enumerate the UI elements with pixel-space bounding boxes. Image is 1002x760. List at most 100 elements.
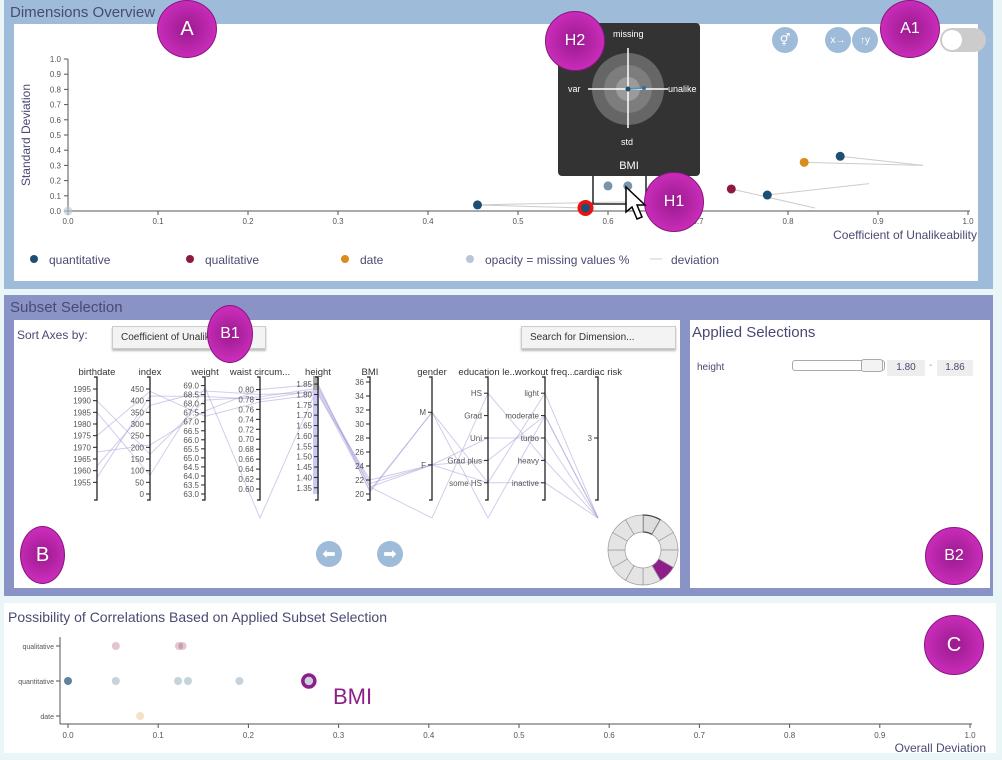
tooltip-dimension-name: BMI xyxy=(619,160,639,172)
axis-tick-label: 34 xyxy=(355,392,364,401)
axis-tick-label: 65.5 xyxy=(183,445,199,454)
x-tick-label: 0.7 xyxy=(694,731,706,740)
quantitative-point xyxy=(762,190,772,200)
axis-tick-label: 67.0 xyxy=(183,418,199,427)
data-line xyxy=(96,384,599,520)
axis-tick-label: 200 xyxy=(131,443,145,452)
axis-label-9: cardiac risk xyxy=(574,367,622,378)
axis-tick-label: 1.35 xyxy=(296,484,312,493)
axis-tick-label: 250 xyxy=(131,432,145,441)
axis-tick-label: 0.70 xyxy=(238,435,254,444)
brush-selection xyxy=(313,376,319,390)
axis-tick-label: 1.70 xyxy=(296,411,312,420)
gender-icon[interactable]: ⚥ xyxy=(772,27,798,53)
axis-tick-label: 66.0 xyxy=(183,436,199,445)
axis-tick-label: 0.76 xyxy=(238,405,254,414)
y-tick-label: 0.9 xyxy=(50,70,62,79)
axis-tick-label: 1980 xyxy=(73,420,91,429)
axis-tick-label: 1.45 xyxy=(296,463,312,472)
axis-tick-label: 1.60 xyxy=(296,432,312,441)
dimension-tooltip: missing var unalike std BMI xyxy=(558,23,700,176)
quantitative-point xyxy=(174,677,183,685)
qualitative-point xyxy=(111,642,120,650)
data-line xyxy=(96,390,599,519)
swap-y-icon[interactable]: ↑y xyxy=(852,27,878,53)
axis-tick-label: 22 xyxy=(355,476,364,485)
correlations-panel: Possibility of Correlations Based on App… xyxy=(4,603,996,753)
applied-selection-name: height xyxy=(697,362,725,373)
axis-tick-label: 1970 xyxy=(73,443,91,452)
axis-tick-label: 400 xyxy=(131,397,145,406)
search-dimension-input[interactable]: Search for Dimension... xyxy=(521,326,676,349)
x-tick-label: 0.0 xyxy=(62,217,74,226)
range-slider-handle[interactable] xyxy=(861,359,883,372)
axis-label-8: workout freq... xyxy=(514,367,575,378)
axis-label-7: education le... xyxy=(458,367,517,378)
previous-arrow-icon[interactable]: ⬅ xyxy=(316,541,342,567)
swap-x-icon[interactable]: x→ xyxy=(825,27,851,53)
panel-title: Dimensions Overview xyxy=(10,4,156,21)
x-axis-label: Coefficient of Unalikeability xyxy=(833,228,977,242)
annotation-badge-b1: B1 xyxy=(207,305,253,363)
axis-tick-label: light xyxy=(524,389,539,398)
tooltip-unalike-label: unalike xyxy=(668,84,697,94)
tooltip-std-label: std xyxy=(621,137,634,147)
x-tick-label: 0.3 xyxy=(332,217,344,226)
x-tick-label: 0.6 xyxy=(602,217,614,226)
axis-tick-label: 20 xyxy=(355,490,364,499)
range-slider[interactable] xyxy=(792,359,885,372)
axis-tick-label: 1.65 xyxy=(296,422,312,431)
x-tick-label: 0.6 xyxy=(604,731,616,740)
tooltip-missing-label: missing xyxy=(613,29,644,39)
x-tick-label: 0.5 xyxy=(512,217,524,226)
axis-tick-label: 24 xyxy=(355,462,364,471)
axis-tick-label: 150 xyxy=(131,455,145,464)
y-tick-label: 0.2 xyxy=(50,177,62,186)
range-min-field[interactable]: 1.80 xyxy=(887,360,925,376)
quantitative-point xyxy=(183,677,192,685)
range-max-field[interactable]: 1.86 xyxy=(937,360,973,376)
axis-tick-label: 0.72 xyxy=(238,425,254,434)
axis-brush-area xyxy=(313,376,319,494)
axis-tick-label: heavy xyxy=(518,456,539,465)
axis-tick-label: 0.74 xyxy=(238,415,254,424)
deviation-line xyxy=(767,183,870,196)
sort-axes-label: Sort Axes by: xyxy=(17,328,88,342)
annotation-badge-h2: H2 xyxy=(545,11,605,71)
legend-label: qualitative xyxy=(205,253,259,267)
x-tick-label: 0.4 xyxy=(423,731,435,740)
axis-tick-label: 1.75 xyxy=(296,401,312,410)
axis-label-4: height xyxy=(305,367,331,378)
quantitative-point xyxy=(603,181,613,191)
axis-tick-label: moderate xyxy=(505,412,539,421)
panel-title: Possibility of Correlations Based on App… xyxy=(8,609,387,625)
y-tick-label: 0.5 xyxy=(50,131,62,140)
axis-tick-label: 1990 xyxy=(73,397,91,406)
x-tick-label: 1.0 xyxy=(962,217,974,226)
deviation-line xyxy=(477,201,627,206)
quantitative-point xyxy=(473,200,482,210)
axis-tick-label: 63.0 xyxy=(183,490,199,499)
axis-label-5: BMI xyxy=(362,367,379,378)
axis-tick-label: 1965 xyxy=(73,455,91,464)
quantitative-point xyxy=(235,677,244,685)
axis-tick-label: 0.80 xyxy=(238,385,254,394)
page-segment[interactable] xyxy=(625,514,644,535)
axis-tick-label: Grad xyxy=(464,412,482,421)
axis-tick-label: Grad plus xyxy=(447,456,482,465)
axis-tick-label: 69.0 xyxy=(183,382,199,391)
x-tick-label: 0.7 xyxy=(692,217,704,226)
overview-scatter: 0.0 0.1 0.2 0.3 0.4 0.5 0.6 0.7 0.8 0.9 1.0 0.0 0.1 0… xyxy=(19,55,977,267)
quantitative-point xyxy=(835,151,845,161)
legend-quantitative-icon xyxy=(30,255,38,263)
axis-tick-label: turbo xyxy=(521,434,540,443)
axis-line xyxy=(147,376,151,501)
toggle-switch[interactable] xyxy=(940,28,986,52)
y-tick-label: 0.7 xyxy=(50,101,62,110)
axis-line xyxy=(202,376,206,501)
x-tick-label: 0.8 xyxy=(782,217,794,226)
value-point xyxy=(625,86,631,92)
y-axis-label: Standard Deviation xyxy=(19,84,33,186)
legend-label: opacity = missing values % xyxy=(485,253,630,267)
next-arrow-icon[interactable]: ➡ xyxy=(377,541,403,567)
